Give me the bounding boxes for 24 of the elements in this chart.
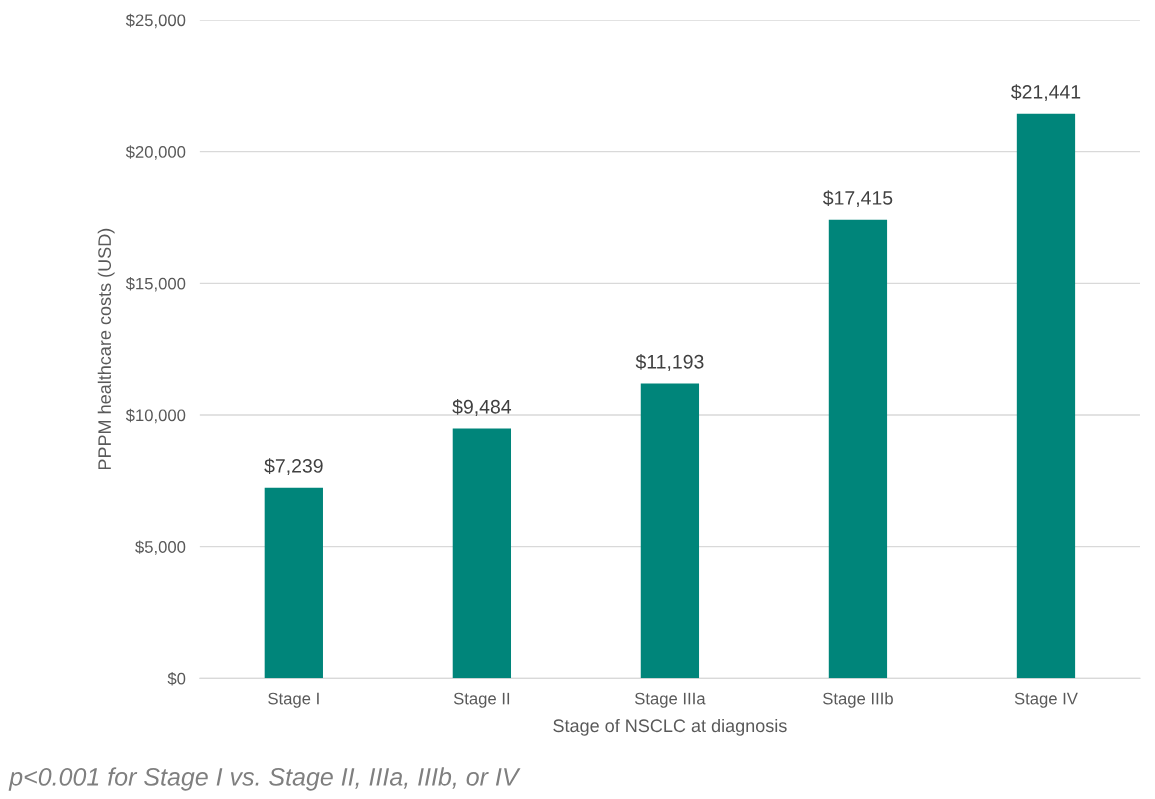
y-tick-label: $10,000 — [125, 408, 186, 424]
y-tick-label: $0 — [167, 672, 186, 686]
y-tick-label: $20,000 — [125, 145, 186, 160]
bar — [640, 383, 700, 679]
x-tick-label: Stage I — [268, 692, 319, 708]
y-tick-label: $25,000 — [125, 13, 186, 29]
bar — [1016, 113, 1076, 679]
x-tick-label: Stage II — [453, 692, 510, 708]
x-tick-label: Stage IV — [1014, 692, 1078, 708]
y-tick-label: $5,000 — [135, 540, 186, 555]
data-label: $21,441 — [1011, 84, 1081, 102]
bar — [828, 219, 888, 679]
data-label: $7,239 — [264, 458, 323, 476]
text: p<0.001 for Stage I vs. Stage II, IIIa, IIIb, or IV — [8, 767, 521, 791]
y-tick-label: $15,000 — [125, 277, 186, 292]
data-label: $9,484 — [452, 399, 512, 416]
bar — [452, 428, 512, 679]
data-label: $17,415 — [823, 190, 893, 208]
y-axis-title: PPPM healthcare costs (USD) — [97, 228, 115, 470]
data-label: $11,193 — [635, 354, 704, 371]
bar — [264, 487, 323, 679]
x-axis-title: Stage of NSCLC at diagnosis — [553, 718, 787, 736]
x-tick-label: Stage IIIa — [634, 692, 706, 708]
x-tick-label: Stage IIIb — [823, 692, 893, 708]
